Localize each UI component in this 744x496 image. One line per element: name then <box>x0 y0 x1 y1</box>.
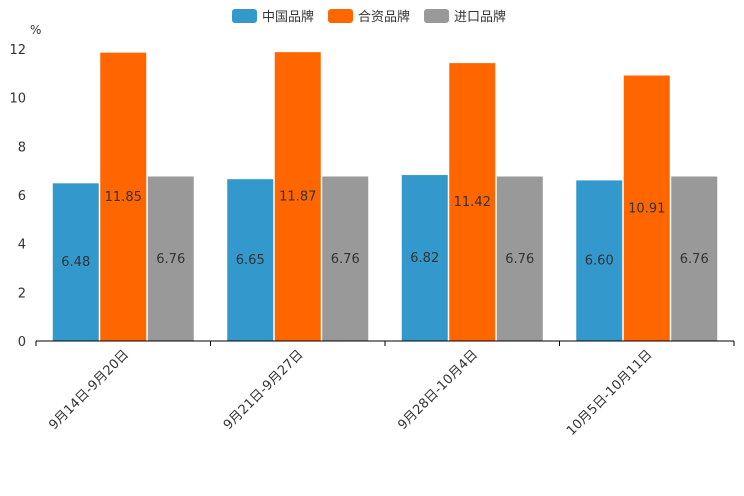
legend-item-2[interactable]: 合资品牌 <box>328 9 410 25</box>
y-axis-unit: % <box>30 23 41 37</box>
legend-label: 合资品牌 <box>358 9 410 25</box>
bar-2-2 <box>274 52 321 342</box>
data-label: 10.91 <box>628 201 665 216</box>
data-label: 6.82 <box>410 251 439 266</box>
bar-4-2 <box>623 75 670 342</box>
y-tick-label: 12 <box>9 43 26 58</box>
bar-4-3 <box>671 176 718 341</box>
bar-3-3 <box>496 176 543 341</box>
bar-4-1 <box>576 180 623 341</box>
bar-1-1 <box>52 183 99 341</box>
data-label: 11.85 <box>105 190 142 205</box>
legend-swatch <box>328 9 353 23</box>
bar-1-2 <box>100 52 147 342</box>
y-tick-label: 8 <box>18 140 26 155</box>
data-label: 6.48 <box>61 255 90 270</box>
legend-label: 中国品牌 <box>262 9 314 25</box>
bars-group: 6.48 11.85 6.76 6.65 11.87 6.76 6.82 11.42 6.76 6… <box>52 52 718 342</box>
x-category-label: 10月5日-10月11日 <box>564 347 656 439</box>
y-tick-label: 6 <box>18 189 26 204</box>
data-label: 6.76 <box>505 252 534 267</box>
x-category-label: 9月28日-10月4日 <box>395 347 481 433</box>
data-label: 6.76 <box>331 252 360 267</box>
x-axis: 9月14日-9月20日 9月21日-9月27日 9月28日-10月4日 10月5日-1… <box>35 340 735 439</box>
x-category-label: 9月21日-9月27日 <box>221 347 307 433</box>
data-label: 6.65 <box>236 253 265 268</box>
y-tick-label: 4 <box>18 238 26 253</box>
legend-label: 进口品牌 <box>454 9 506 25</box>
data-label: 6.76 <box>680 252 709 267</box>
bar-1-3 <box>147 176 194 341</box>
data-label: 11.42 <box>454 195 491 210</box>
bar-2-3 <box>322 176 369 341</box>
legend-swatch <box>424 9 449 23</box>
legend-swatch <box>232 9 257 23</box>
y-tick-label: 10 <box>9 92 26 107</box>
y-axis: 0 2 4 6 8 10 12 <box>9 43 26 350</box>
bar-2-1 <box>227 179 274 341</box>
legend-item-3[interactable]: 进口品牌 <box>424 9 506 25</box>
bar-3-2 <box>449 63 496 341</box>
y-tick-label: 0 <box>18 335 26 350</box>
x-category-label: 9月14日-9月20日 <box>46 347 132 433</box>
data-label: 6.76 <box>156 252 185 267</box>
data-label: 11.87 <box>279 190 316 205</box>
data-label: 6.60 <box>585 254 614 269</box>
bar-3-1 <box>401 175 448 341</box>
y-tick-label: 2 <box>18 286 26 301</box>
legend-item-1[interactable]: 中国品牌 <box>232 9 314 25</box>
legend: 中国品牌 合资品牌 进口品牌 <box>232 9 506 25</box>
